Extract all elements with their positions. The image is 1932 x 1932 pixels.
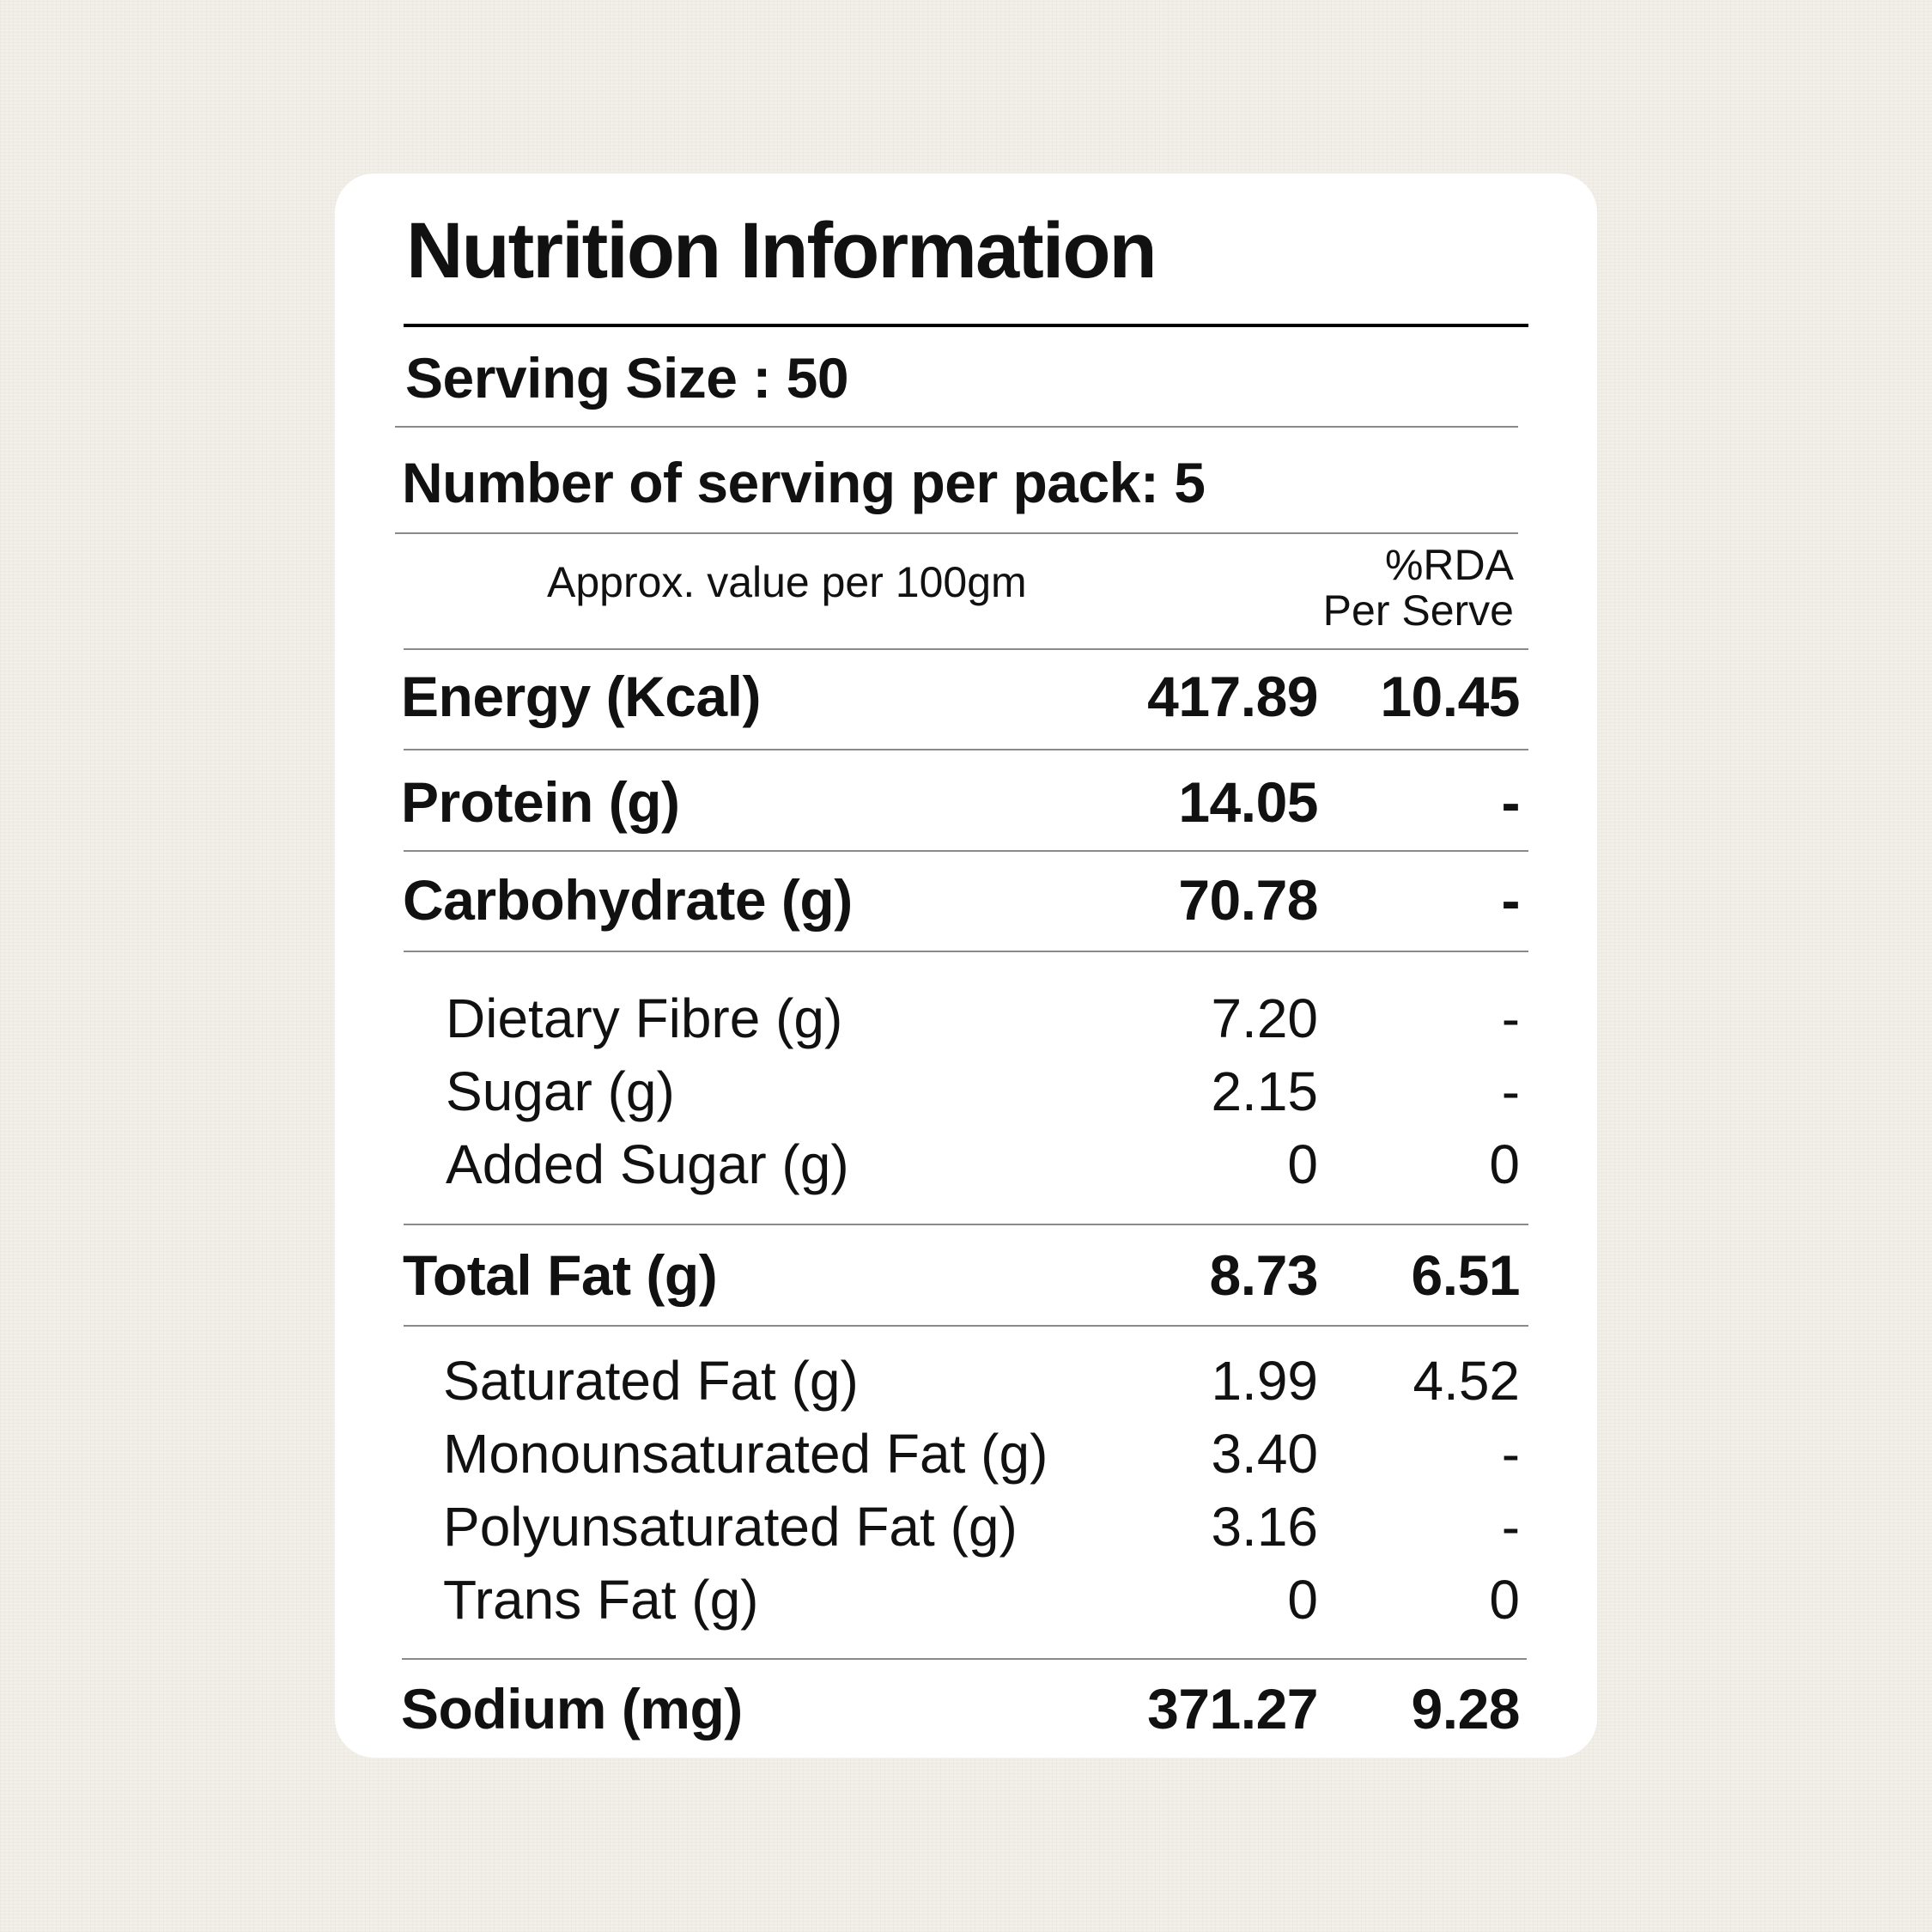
row-value-monounsaturated-fat: 3.40 (1211, 1423, 1318, 1485)
divider (404, 850, 1528, 852)
row-value-dietary-fibre: 7.20 (1211, 987, 1318, 1049)
row-name-polyunsaturated-fat: Polyunsaturated Fat (g) (443, 1496, 1018, 1558)
row-value-total-fat: 8.73 (1209, 1243, 1319, 1307)
row-name-trans-fat: Trans Fat (g) (443, 1569, 759, 1631)
row-name-protein: Protein (g) (401, 770, 680, 834)
row-value-saturated-fat: 1.99 (1211, 1350, 1318, 1412)
row-rda-monounsaturated-fat: - (1501, 1423, 1520, 1485)
row-rda-carbohydrate: - (1501, 868, 1521, 932)
divider (404, 951, 1528, 952)
per-serve-label: Per Serve (1322, 586, 1514, 635)
serving-size: Serving Size : 50 (405, 346, 849, 410)
row-rda-trans-fat: 0 (1489, 1569, 1520, 1631)
title-divider (404, 324, 1528, 327)
divider (404, 749, 1528, 750)
row-rda-total-fat: 6.51 (1411, 1243, 1521, 1307)
servings-per-pack: Number of serving per pack: 5 (402, 451, 1206, 514)
column-header-rda: %RDA Per Serve (1323, 543, 1514, 633)
row-rda-energy: 10.45 (1380, 665, 1520, 728)
column-header-per-100g: Approx. value per 100gm (547, 558, 1027, 606)
row-value-polyunsaturated-fat: 3.16 (1211, 1496, 1318, 1558)
row-name-energy: Energy (Kcal) (401, 665, 761, 728)
row-name-sodium: Sodium (mg) (401, 1677, 743, 1741)
row-rda-protein: - (1501, 770, 1521, 834)
row-rda-saturated-fat: 4.52 (1413, 1350, 1520, 1412)
row-name-monounsaturated-fat: Monounsaturated Fat (g) (443, 1423, 1048, 1485)
row-value-carbohydrate: 70.78 (1178, 868, 1318, 932)
row-value-energy: 417.89 (1147, 665, 1318, 728)
divider (395, 426, 1518, 428)
row-value-added-sugar: 0 (1287, 1133, 1318, 1195)
divider (404, 648, 1528, 650)
divider (402, 1658, 1527, 1660)
row-value-protein: 14.05 (1178, 770, 1318, 834)
nutrition-card (335, 173, 1597, 1758)
row-rda-polyunsaturated-fat: - (1501, 1496, 1520, 1558)
divider (404, 1325, 1528, 1327)
rda-label: %RDA (1384, 541, 1514, 589)
row-name-carbohydrate: Carbohydrate (g) (403, 868, 853, 932)
row-name-dietary-fibre: Dietary Fibre (g) (446, 987, 843, 1049)
row-rda-added-sugar: 0 (1489, 1133, 1520, 1195)
row-name-sugar: Sugar (g) (446, 1060, 675, 1122)
divider (395, 532, 1518, 534)
divider (404, 1224, 1528, 1225)
page-title: Nutrition Information (406, 207, 1157, 295)
row-value-sugar: 2.15 (1211, 1060, 1318, 1122)
row-rda-dietary-fibre: - (1501, 987, 1520, 1049)
row-name-total-fat: Total Fat (g) (403, 1243, 718, 1307)
row-name-saturated-fat: Saturated Fat (g) (443, 1350, 859, 1412)
row-value-trans-fat: 0 (1287, 1569, 1318, 1631)
row-value-sodium: 371.27 (1147, 1677, 1318, 1741)
row-rda-sugar: - (1501, 1060, 1520, 1122)
row-rda-sodium: 9.28 (1411, 1677, 1521, 1741)
row-name-added-sugar: Added Sugar (g) (446, 1133, 849, 1195)
